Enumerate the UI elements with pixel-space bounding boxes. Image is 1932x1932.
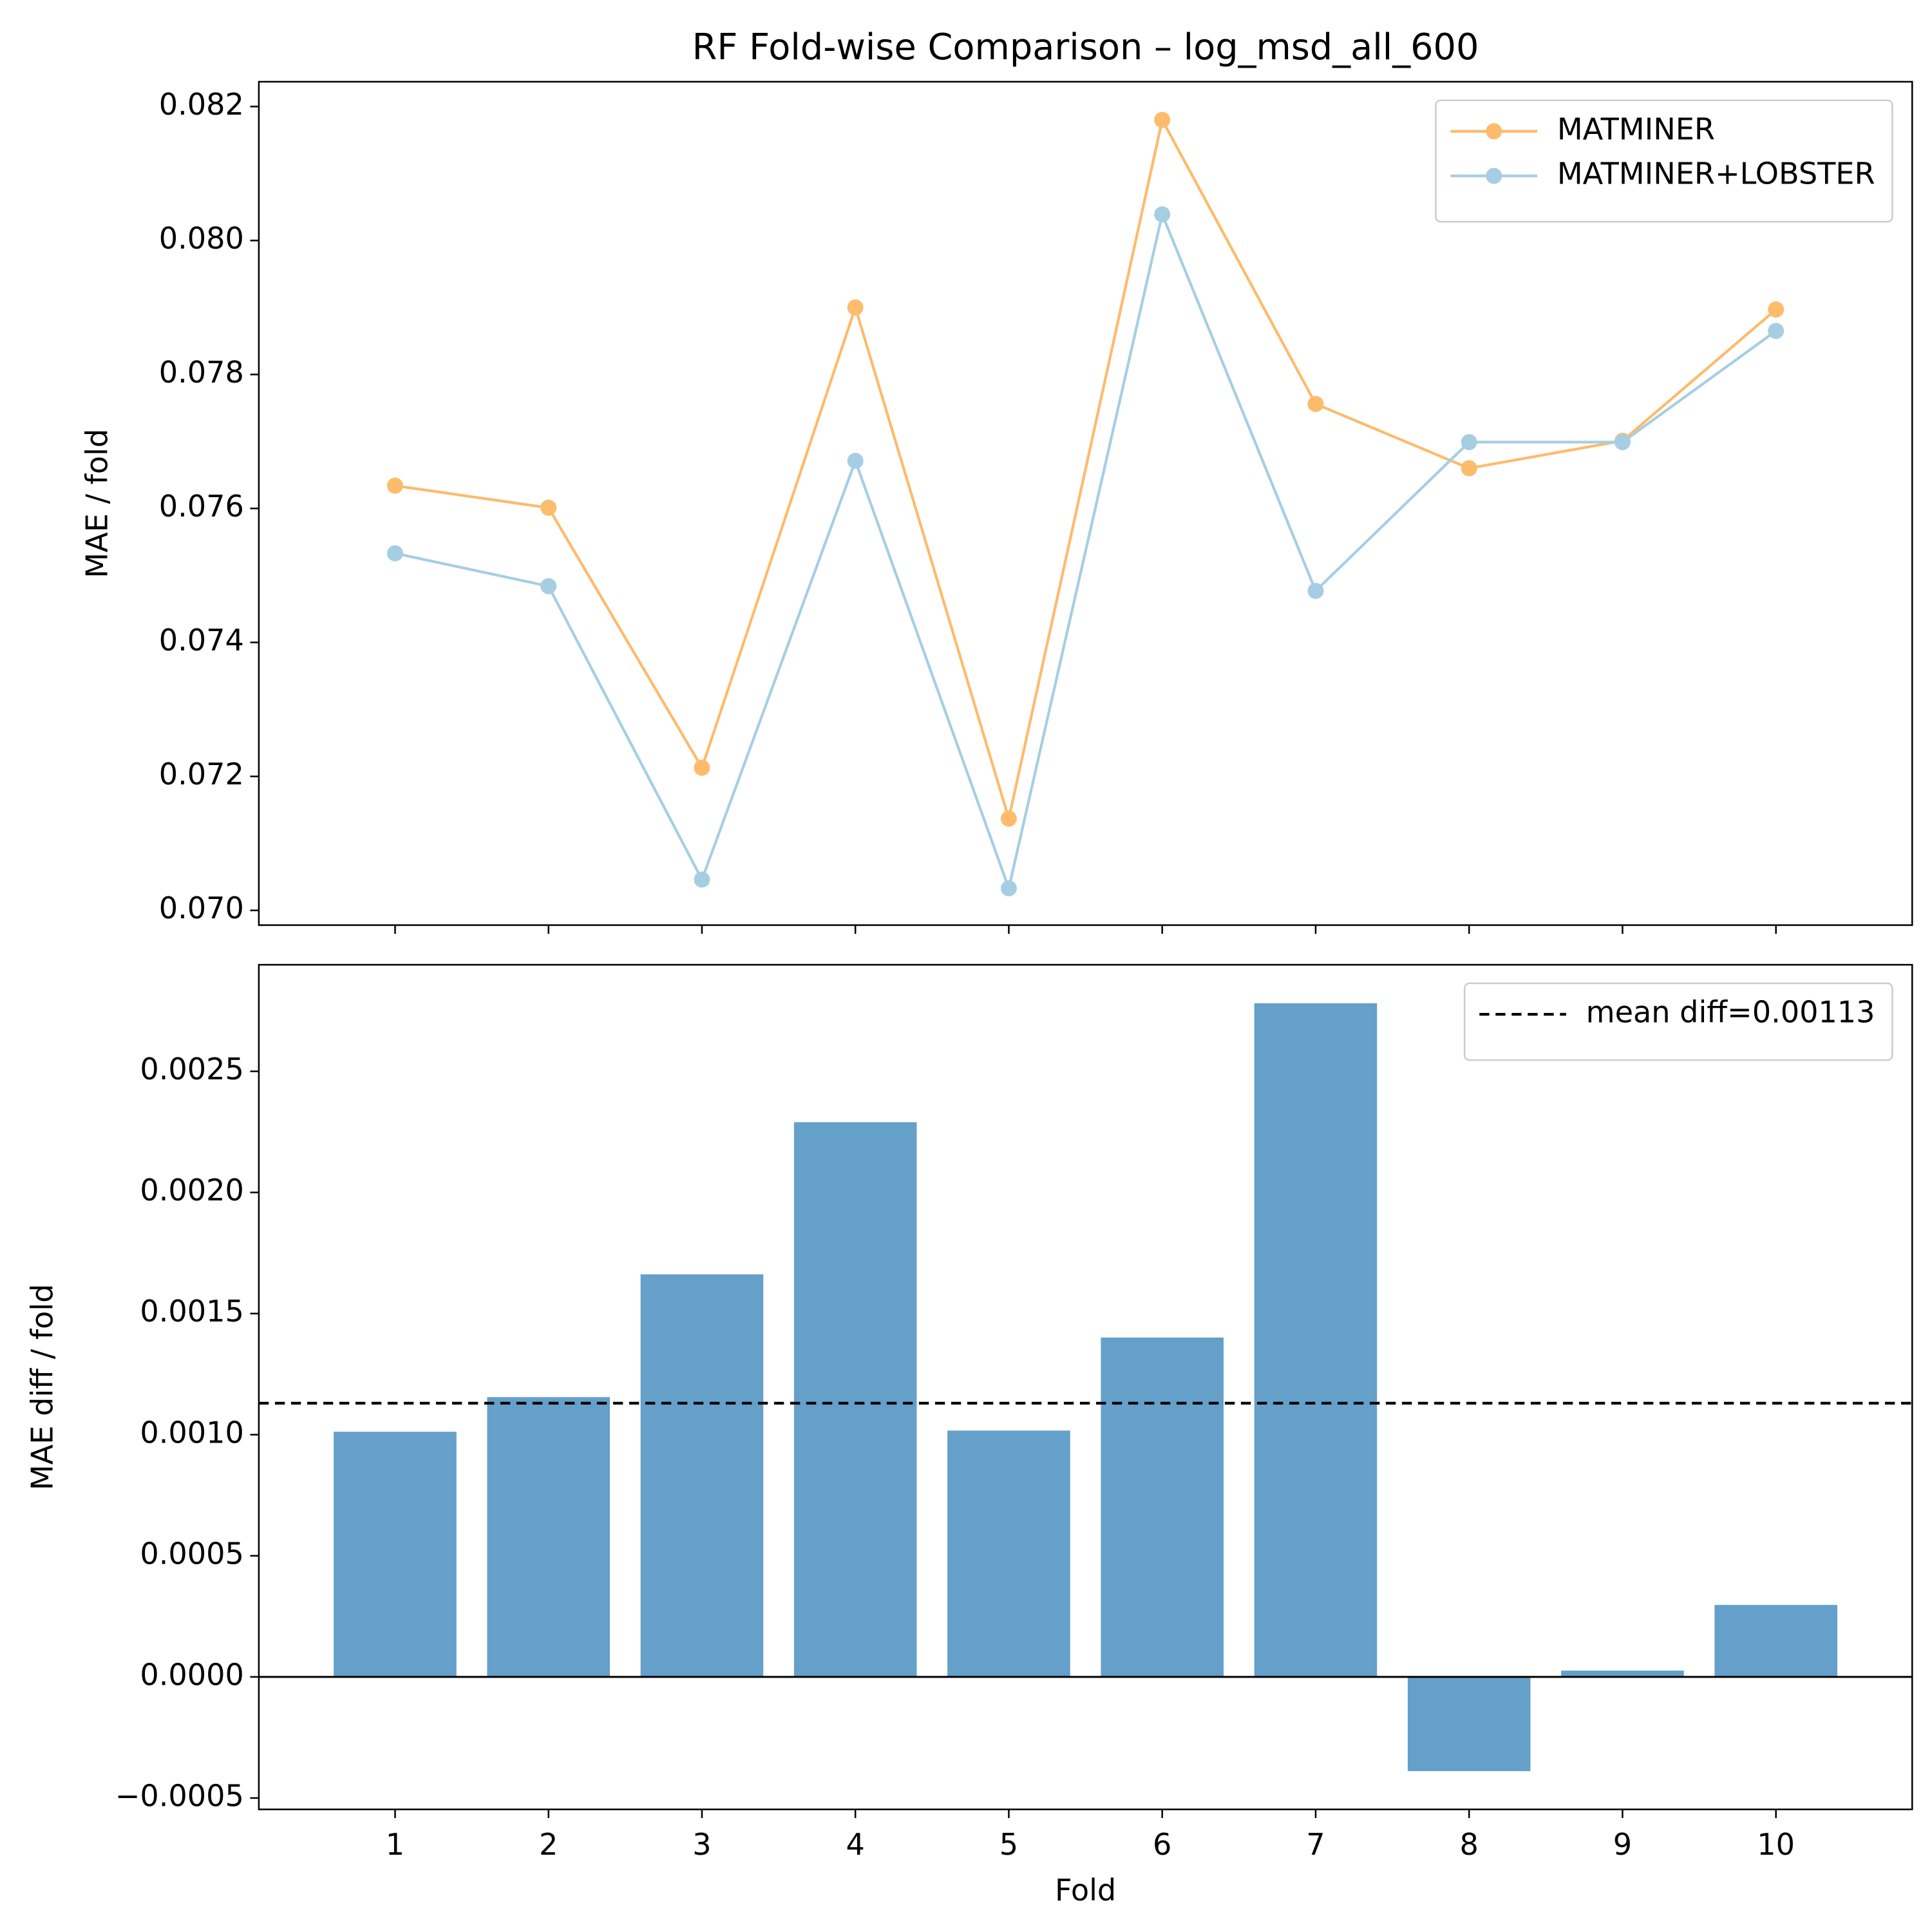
y-tick-label: 0.0005 — [140, 1536, 243, 1571]
x-tick-label: 4 — [846, 1827, 865, 1862]
bar — [947, 1430, 1070, 1677]
bar — [1561, 1671, 1684, 1677]
point — [1000, 810, 1017, 827]
y-axis-label: MAE / fold — [79, 429, 114, 578]
series-line — [395, 116, 1777, 824]
y-tick-label: 0.0010 — [140, 1415, 243, 1450]
y-tick-label: 0.076 — [159, 489, 244, 524]
point — [386, 477, 403, 494]
y-tick-label: 0.082 — [159, 87, 244, 122]
legend-label: MATMINER — [1557, 111, 1715, 146]
point — [1307, 582, 1324, 599]
y-tick-label: 0.0020 — [140, 1173, 243, 1208]
point — [694, 871, 710, 888]
legend-label: MATMINER+LOBSTER — [1557, 156, 1875, 191]
point — [1768, 323, 1785, 339]
point — [1154, 206, 1171, 223]
y-tick-label: 0.070 — [159, 891, 244, 925]
bar — [1407, 1676, 1531, 1772]
bar — [1101, 1337, 1224, 1677]
legend: MATMINER MATMINER+LOBSTER — [1435, 99, 1893, 223]
y-tick-label: 0.0000 — [140, 1657, 243, 1692]
legend-marker — [1486, 123, 1502, 140]
point — [1614, 434, 1631, 451]
x-tick-label: 7 — [1306, 1827, 1325, 1862]
point — [694, 759, 710, 776]
x-tick-label: 3 — [692, 1827, 711, 1862]
y-tick-label: 0.074 — [159, 623, 244, 658]
x-axis-label: Fold — [1055, 1873, 1116, 1908]
point — [1000, 880, 1017, 896]
x-tick-label: 2 — [539, 1827, 558, 1862]
chart-title: RF Fold-wise Comparison – log_msd_all_60… — [692, 26, 1479, 68]
legend-frame — [1435, 99, 1893, 223]
legend: mean diff=0.00113 — [1463, 982, 1893, 1061]
y-tick-label: 0.072 — [159, 757, 244, 791]
y-tick-label: 0.0015 — [140, 1294, 243, 1329]
legend-marker — [1486, 167, 1502, 184]
plot-frame — [258, 80, 1913, 926]
bar — [334, 1432, 457, 1677]
x-tick-label: 9 — [1613, 1827, 1632, 1862]
bar — [793, 1122, 917, 1677]
legend-frame — [1463, 982, 1893, 1061]
y-tick-label: −0.0005 — [115, 1778, 244, 1813]
plot-frame — [258, 963, 1913, 1810]
x-tick-label: 5 — [999, 1827, 1018, 1862]
bar — [1254, 1003, 1378, 1677]
bar — [1714, 1605, 1837, 1677]
point — [1307, 395, 1324, 412]
point — [540, 499, 557, 516]
point — [540, 578, 557, 594]
point — [1461, 460, 1477, 477]
point — [1154, 111, 1171, 128]
point — [1461, 434, 1477, 451]
x-tick-label: 8 — [1460, 1827, 1479, 1862]
point — [847, 453, 864, 469]
x-tick-label: 1 — [386, 1827, 404, 1862]
point — [1768, 301, 1785, 318]
x-tick-label: 6 — [1153, 1827, 1171, 1862]
y-tick-label: 0.078 — [159, 355, 244, 390]
x-tick-label: 10 — [1757, 1827, 1795, 1862]
series-line — [395, 209, 1777, 893]
y-axis-label: MAE diff / fold — [25, 1284, 60, 1491]
point — [386, 545, 403, 562]
y-tick-label: 0.0025 — [140, 1052, 243, 1086]
bar — [640, 1274, 764, 1677]
bar — [487, 1397, 611, 1677]
y-tick-label: 0.080 — [159, 221, 244, 256]
legend-label: mean diff=0.00113 — [1586, 995, 1875, 1030]
point — [847, 299, 864, 316]
